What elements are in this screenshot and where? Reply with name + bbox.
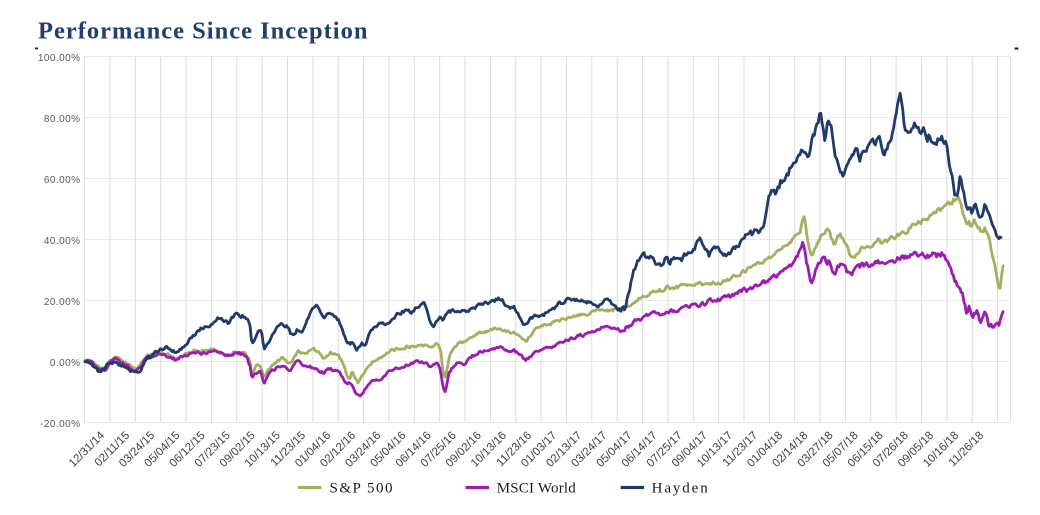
svg-text:80.00%: 80.00%	[44, 114, 81, 125]
svg-text:Performance Since Inception: Performance Since Inception	[38, 18, 368, 45]
svg-text:Hayden: Hayden	[652, 481, 710, 497]
svg-text:100.00%: 100.00%	[38, 53, 81, 64]
svg-text:S&P 500: S&P 500	[330, 481, 395, 497]
svg-text:40.00%: 40.00%	[44, 236, 81, 247]
svg-text:20.00%: 20.00%	[44, 297, 81, 308]
svg-text:-20.00%: -20.00%	[40, 419, 80, 430]
svg-text:60.00%: 60.00%	[44, 175, 81, 186]
svg-text:MSCI World: MSCI World	[497, 481, 577, 497]
svg-text:0.00%: 0.00%	[50, 358, 81, 369]
